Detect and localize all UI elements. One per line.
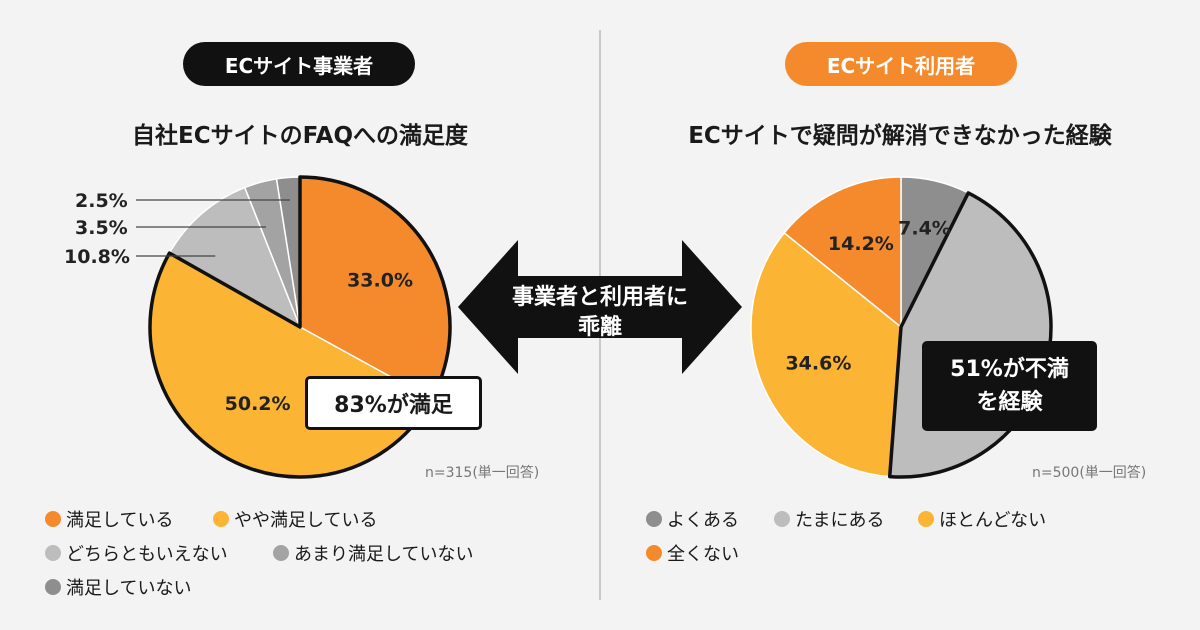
legend-label: 満足していない (66, 578, 192, 599)
legend-item: 満足していない (45, 574, 191, 600)
legend-item: どちらともいえない (45, 540, 228, 566)
slice-label-3: 3.5% (75, 217, 128, 239)
legend-dot-icon (646, 511, 662, 527)
slice-label-3: 14.2% (828, 233, 894, 255)
legend-item: ほとんどない (918, 506, 1046, 532)
pie-slice-2 (168, 186, 302, 329)
right-badge: ECサイト利用者 (785, 42, 1017, 86)
double-arrow-icon (458, 240, 742, 374)
gap-arrow-text: 事業者と利用者に 乖離 (511, 285, 688, 340)
legend-item: よくある (646, 506, 739, 532)
left-sample-note: n=315(単一回答) (425, 465, 540, 481)
legend-item: 全くない (646, 540, 739, 566)
legend-label: どちらともいえない (66, 544, 228, 565)
legend-dot-icon (213, 511, 229, 527)
left-callout: 83%が満足 (305, 376, 482, 430)
legend-dot-icon (45, 579, 61, 595)
legend-label: ほとんどない (939, 510, 1047, 531)
legend-dot-icon (646, 545, 662, 561)
slice-label-0: 7.4% (898, 218, 951, 240)
slice-label-2: 34.6% (785, 353, 851, 375)
slice-label-4: 2.5% (75, 190, 128, 212)
right-chart-title: ECサイトで疑問が解消できなかった経験 (688, 123, 1112, 149)
legend-dot-icon (918, 511, 934, 527)
pie-slice-2 (750, 231, 902, 478)
left-pie-chart: 33.0% 50.2% 10.8% 3.5% 2.5% (64, 175, 452, 479)
highlight-outline (148, 175, 452, 479)
legend-item: あまり満足していない (273, 540, 473, 566)
slice-label-0: 33.0% (347, 270, 413, 292)
pie-slice-3 (783, 176, 902, 329)
legend-label: 満足している (66, 510, 174, 531)
left-chart-title: 自社ECサイトのFAQへの満足度 (131, 123, 468, 149)
right-sample-note: n=500(単一回答) (1032, 465, 1147, 481)
slice-label-2: 10.8% (64, 246, 130, 268)
legend-dot-icon (45, 511, 61, 527)
legend-label: よくある (667, 510, 739, 531)
legend-item: 満足している (45, 506, 173, 532)
legend-dot-icon (774, 511, 790, 527)
left-badge: ECサイト事業者 (183, 42, 415, 86)
legend-item: やや満足している (213, 506, 377, 532)
right-callout: 51%が不満 を経験 (922, 341, 1097, 431)
legend-dot-icon (273, 545, 289, 561)
legend-label: 全くない (667, 544, 739, 565)
legend-label: たまにある (795, 510, 885, 531)
legend-dot-icon (45, 545, 61, 561)
legend-label: やや満足している (234, 510, 378, 531)
legend-item: たまにある (774, 506, 884, 532)
slice-label-1: 50.2% (225, 393, 291, 415)
legend-label: あまり満足していない (294, 544, 474, 565)
right-pie-chart: 7.4%43.8%34.6%14.2% (750, 176, 1053, 479)
